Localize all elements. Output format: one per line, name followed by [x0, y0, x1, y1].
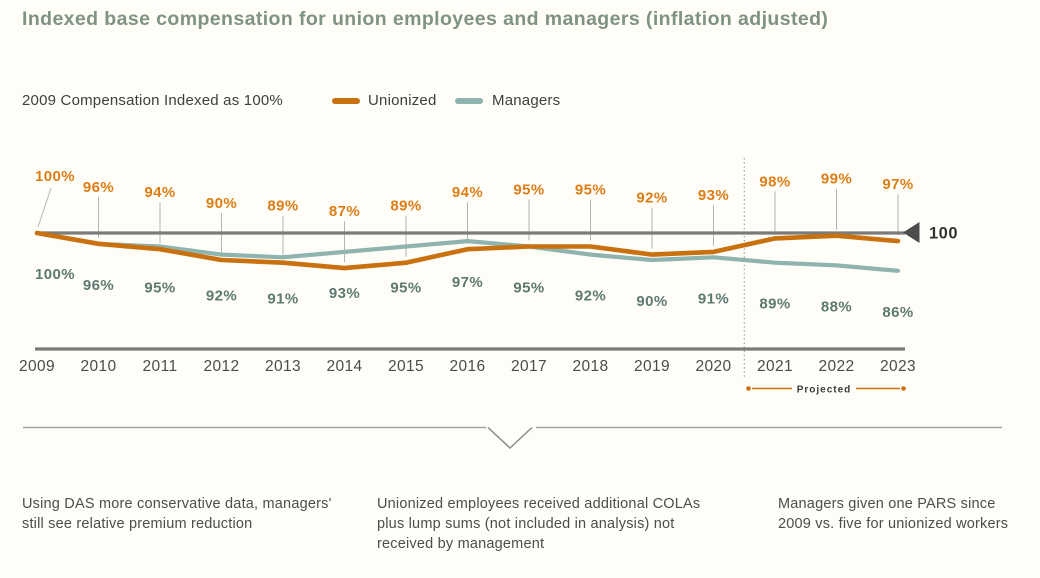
label-leader-line	[37, 187, 52, 228]
managers-line	[34, 230, 901, 273]
managers-value-label: 92%	[575, 288, 606, 305]
unionized-value-label: 93%	[698, 187, 729, 204]
managers-value-label: 89%	[759, 296, 790, 313]
managers-value-label: 90%	[636, 293, 667, 310]
reference-triangle-icon	[903, 222, 920, 243]
year-label: 2013	[265, 358, 301, 375]
legend-label-managers: Managers	[492, 92, 561, 109]
managers-value-label: 96%	[83, 277, 114, 294]
year-label: 2016	[449, 358, 485, 375]
year-label: 2009	[19, 358, 55, 375]
unionized-value-label: 94%	[144, 184, 175, 201]
managers-value-label: 91%	[267, 290, 298, 307]
unionized-value-label: 87%	[329, 203, 360, 220]
managers-value-label: 97%	[452, 274, 483, 291]
managers-value-label: 95%	[390, 280, 421, 297]
year-label: 2021	[757, 358, 793, 375]
managers-value-label: 88%	[821, 298, 852, 315]
managers-value-label: 91%	[698, 290, 729, 307]
year-label: 2014	[326, 358, 362, 375]
managers-value-label: 95%	[513, 280, 544, 297]
year-label: 2017	[511, 358, 547, 375]
year-label: 2022	[818, 358, 854, 375]
chevron-down-icon	[487, 426, 533, 450]
managers-value-label: 92%	[206, 288, 237, 305]
year-label: 2012	[203, 358, 239, 375]
legend-label-unionized: Unionized	[368, 92, 437, 109]
year-label: 2018	[572, 358, 608, 375]
footnote-colas: Unionized employees received additional …	[377, 496, 701, 552]
year-label: 2011	[143, 358, 178, 375]
unionized-value-label: 98%	[759, 173, 790, 190]
year-label: 2015	[388, 358, 424, 375]
unionized-legend-dash-icon	[332, 98, 360, 104]
reference-line-label: 100	[929, 225, 958, 243]
unionized-value-label: 96%	[83, 179, 114, 196]
year-label: 2020	[695, 358, 731, 375]
unionized-value-label: 89%	[390, 198, 421, 215]
managers-value-label: 86%	[882, 304, 913, 321]
footnote-das-data: Using DAS more conservative data, manage…	[22, 496, 332, 532]
unionized-value-label: 89%	[267, 198, 298, 215]
year-label: 2010	[80, 358, 116, 375]
footnote-pars: Managers given one PARS since 2009 vs. f…	[778, 496, 1009, 532]
managers-value-label: 93%	[329, 285, 360, 302]
unionized-value-label: 94%	[452, 184, 483, 201]
page-title: Indexed base compensation for union empl…	[22, 8, 829, 30]
unionized-value-label: 97%	[882, 176, 913, 193]
projected-left-dot-icon	[746, 386, 751, 391]
unionized-value-label: 90%	[206, 195, 237, 212]
unionized-value-label: 95%	[513, 182, 544, 199]
axis-note: 2009 Compensation Indexed as 100%	[22, 92, 283, 109]
managers-value-label: 100%	[35, 266, 75, 283]
unionized-value-label: 95%	[575, 182, 606, 199]
unionized-line	[34, 230, 901, 271]
unionized-value-label: 99%	[821, 171, 852, 188]
managers-legend-dash-icon	[455, 98, 483, 104]
unionized-value-label: 100%	[35, 168, 75, 185]
compensation-line-chart: 100% 100% 96% 96% 94% 95% 90% 92% 89% 91% 87% 93% 89…	[19, 158, 1002, 450]
unionized-value-label: 92%	[636, 190, 667, 207]
projected-label: Projected	[797, 385, 852, 396]
year-label: 2023	[880, 358, 916, 375]
projected-right-dot-icon	[901, 386, 906, 391]
year-label: 2019	[634, 358, 670, 375]
managers-value-label: 95%	[144, 280, 175, 297]
